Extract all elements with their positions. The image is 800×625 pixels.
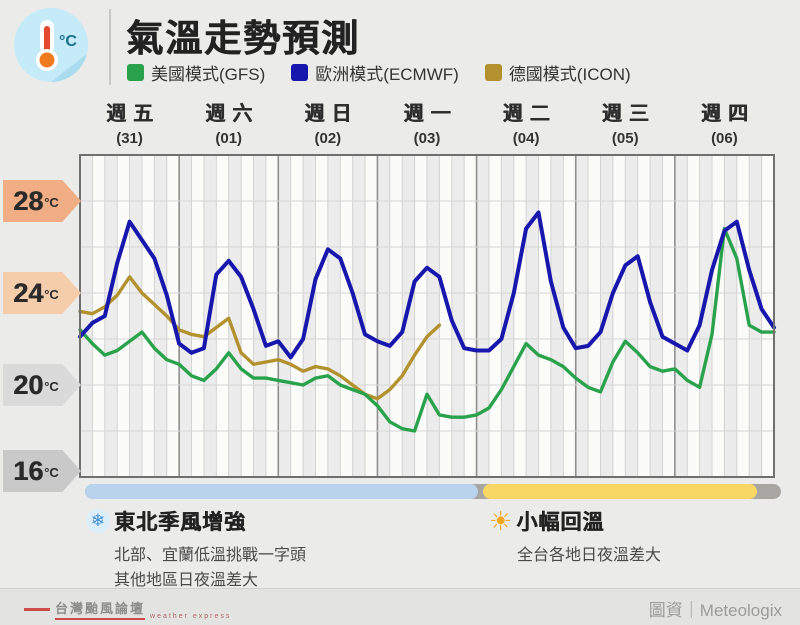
footer: 台灣颱風論壇 weather express 圖資｜Meteologix	[0, 588, 800, 625]
icon-unit-label: °C	[59, 33, 77, 50]
x-axis-day-labels: 週五 (31) 週六 (01) 週日 (02) 週一 (03) 週二 (04) …	[80, 97, 774, 147]
sun-icon: ☀	[489, 506, 513, 536]
day-label: 週三 (05)	[601, 103, 656, 147]
legend-label: 美國模式(GFS)	[151, 65, 266, 84]
note-title: 東北季風增強	[114, 511, 246, 534]
day-label: 週日 (02)	[304, 103, 359, 147]
note-rewarming: ☀ 小幅回溫 全台各地日夜溫差大	[489, 506, 661, 568]
icon-model-swatch	[484, 64, 502, 81]
data-credit: 圖資｜Meteologix	[648, 601, 782, 620]
legend-item-gfs: 美國模式(GFS)	[127, 60, 265, 85]
page-title: 氣溫走勢預測	[126, 18, 360, 59]
note-line: 北部、宜蘭低溫挑戰一字頭	[114, 547, 307, 564]
ytick-16: 16 °C	[3, 450, 81, 492]
day-label: 週四 (06)	[700, 103, 755, 147]
thermometer-icon: °C	[14, 8, 88, 82]
day-label: 週六 (01)	[205, 103, 260, 147]
legend-item-ecmwf: 歐洲模式(ECMWF)	[291, 60, 459, 85]
header: °C 氣溫走勢預測 美國模式(GFS) 歐洲模式(ECMWF) 德國模式(ICO…	[0, 0, 800, 94]
brand-logo: 台灣颱風論壇 weather express	[24, 598, 231, 620]
brand-dash	[24, 607, 50, 611]
chart-legend: 美國模式(GFS) 歐洲模式(ECMWF) 德國模式(ICON)	[127, 60, 631, 85]
snowflake-icon: ❄	[86, 509, 110, 533]
ytick-24: 24 °C	[3, 272, 81, 314]
ytick-20: 20 °C	[3, 364, 81, 406]
ytick-28: 28 °C	[3, 180, 81, 222]
ecmwf-swatch	[291, 64, 309, 81]
day-label: 週二 (04)	[502, 103, 557, 147]
day-label: 週五 (31)	[106, 103, 161, 147]
note-line: 全台各地日夜溫差大	[517, 547, 662, 564]
legend-label: 歐洲模式(ECMWF)	[315, 65, 459, 84]
day-label: 週一 (03)	[403, 103, 458, 147]
note-line: 其他地區日夜溫差大	[114, 572, 259, 589]
gfs-swatch	[127, 64, 144, 81]
cold-period-segment	[85, 484, 478, 499]
brand-name: 台灣颱風論壇	[55, 598, 146, 620]
note-title: 小幅回溫	[516, 511, 605, 534]
legend-item-icon-model: 德國模式(ICON)	[484, 60, 631, 85]
header-divider	[109, 9, 111, 85]
note-northeast-monsoon: ❄ 東北季風增強 北部、宜蘭低溫挑戰一字頭 其他地區日夜溫差大	[86, 506, 306, 593]
warm-period-segment	[483, 484, 757, 499]
legend-label: 德國模式(ICON)	[508, 65, 631, 84]
brand-subtitle: weather express	[150, 613, 232, 620]
weather-period-bar	[85, 484, 781, 499]
